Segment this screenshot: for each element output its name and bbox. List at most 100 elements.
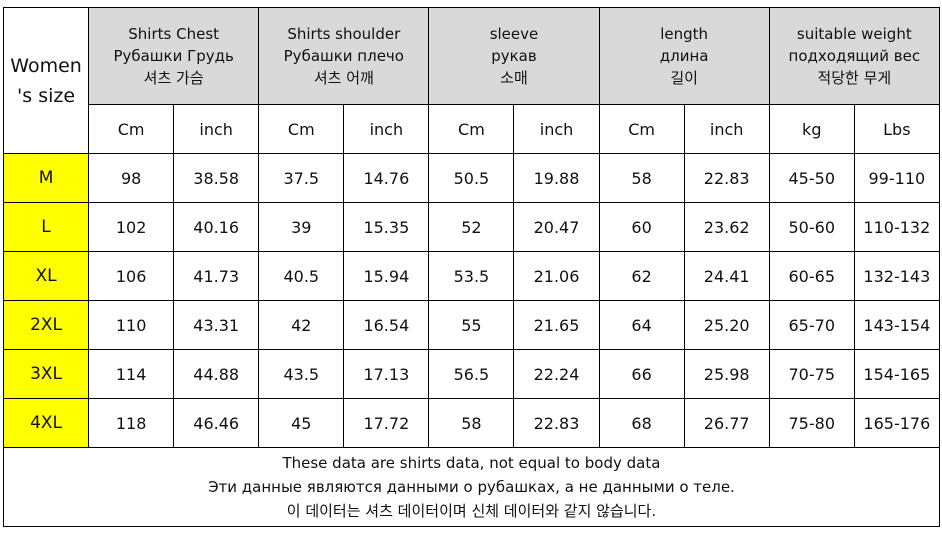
data-cell: 37.5 [258, 153, 345, 203]
data-cell: 44.88 [173, 349, 260, 399]
size-cell: 4XL [2, 398, 90, 448]
note-cell: These data are shirts data, not equal to… [3, 447, 940, 527]
group-header: suitable weight подходящий вес 적당한 무게 [768, 7, 940, 105]
group-header: sleeve рукав 소매 [428, 7, 600, 105]
data-cell: 21.65 [513, 300, 600, 350]
data-cell: 99-110 [853, 153, 940, 203]
header-line: рукав [491, 47, 537, 65]
data-cell: 65-70 [768, 300, 855, 350]
unit-cell: inch [683, 104, 770, 154]
data-cell: 22.83 [683, 153, 770, 203]
header-line: Рубашки плечо [283, 47, 404, 65]
data-row: M 98 38.58 37.5 14.76 50.5 19.88 58 22.83 45-50 99… [2, 153, 940, 203]
data-row: L 102 40.16 39 15.35 52 20.47 60 23.62 50-60 110-1… [2, 202, 940, 252]
note-row: These data are shirts data, not equal to… [3, 447, 940, 527]
header-line: 셔츠 어깨 [313, 69, 374, 87]
header-line: 적당한 무게 [817, 69, 892, 87]
data-cell: 22.83 [513, 398, 600, 448]
data-cell: 154-165 [853, 349, 940, 399]
data-cell: 15.94 [343, 251, 430, 301]
data-cell: 70-75 [768, 349, 855, 399]
corner-line: 's size [17, 84, 76, 107]
data-cell: 41.73 [173, 251, 260, 301]
data-cell: 52 [428, 202, 515, 252]
header-line: suitable weight [796, 25, 912, 43]
data-cell: 40.16 [173, 202, 260, 252]
group-header: length длина 길이 [598, 7, 770, 105]
data-cell: 98 [88, 153, 175, 203]
header-line: длина [659, 47, 709, 65]
data-cell: 66 [598, 349, 685, 399]
data-row: XL 106 41.73 40.5 15.94 53.5 21.06 62 24.41 60-65… [2, 251, 940, 301]
data-cell: 114 [88, 349, 175, 399]
data-row: 3XL 114 44.88 43.5 17.13 56.5 22.24 66 25.98 70-7… [2, 349, 940, 399]
unit-cell: kg [768, 104, 855, 154]
header-line: Рубашки Грудь [113, 47, 234, 65]
size-cell: XL [2, 251, 90, 301]
unit-cell: inch [513, 104, 600, 154]
data-cell: 53.5 [428, 251, 515, 301]
data-cell: 118 [88, 398, 175, 448]
data-cell: 58 [428, 398, 515, 448]
data-cell: 17.72 [343, 398, 430, 448]
data-cell: 17.13 [343, 349, 430, 399]
size-cell: L [2, 202, 90, 252]
header-line: подходящий вес [788, 47, 921, 65]
data-cell: 75-80 [768, 398, 855, 448]
group-header: Shirts shoulder Рубашки плечо 셔츠 어깨 [258, 7, 430, 105]
data-cell: 38.58 [173, 153, 260, 203]
data-cell: 106 [88, 251, 175, 301]
unit-cell: inch [173, 104, 260, 154]
data-cell: 22.24 [513, 349, 600, 399]
data-cell: 25.20 [683, 300, 770, 350]
data-cell: 55 [428, 300, 515, 350]
data-cell: 60-65 [768, 251, 855, 301]
data-cell: 40.5 [258, 251, 345, 301]
data-cell: 43.5 [258, 349, 345, 399]
unit-cell: Cm [88, 104, 175, 154]
note-line: 이 데이터는 셔츠 데이터이며 신체 데이터와 같지 않습니다. [286, 502, 657, 520]
header-line: Shirts Chest [128, 25, 220, 43]
data-cell: 68 [598, 398, 685, 448]
data-cell: 165-176 [853, 398, 940, 448]
size-cell: 2XL [2, 300, 90, 350]
data-cell: 14.76 [343, 153, 430, 203]
unit-cell: Cm [598, 104, 685, 154]
unit-row: Cm inch Cm inch Cm inch Cm inch kg Lbs [4, 104, 940, 154]
data-cell: 58 [598, 153, 685, 203]
note-line: Эти данные являются данными о рубашках, … [208, 478, 735, 496]
corner-line: Women [10, 54, 82, 77]
unit-cell: Cm [428, 104, 515, 154]
size-cell: M [2, 153, 90, 203]
header-line: 셔츠 가슴 [143, 69, 204, 87]
size-table: Women 's size Shirts Chest Рубашки Грудь 셔츠 … [2, 7, 940, 527]
unit-cell: Lbs [853, 104, 940, 154]
data-cell: 110 [88, 300, 175, 350]
data-cell: 26.77 [683, 398, 770, 448]
data-row: 4XL 118 46.46 45 17.72 58 22.83 68 26.77 75-80 165… [2, 398, 940, 448]
data-cell: 50.5 [428, 153, 515, 203]
header-line: length [660, 25, 709, 43]
header-line: Shirts shoulder [287, 25, 401, 43]
size-cell: 3XL [2, 349, 90, 399]
data-cell: 21.06 [513, 251, 600, 301]
data-cell: 46.46 [173, 398, 260, 448]
data-cell: 42 [258, 300, 345, 350]
data-cell: 43.31 [173, 300, 260, 350]
data-row: 2XL 110 43.31 42 16.54 55 21.65 64 25.20 65-70 143… [2, 300, 940, 350]
header-line: sleeve [489, 25, 539, 43]
data-cell: 23.62 [683, 202, 770, 252]
header-line: 길이 [670, 69, 698, 87]
data-cell: 64 [598, 300, 685, 350]
data-cell: 19.88 [513, 153, 600, 203]
unit-cell: inch [343, 104, 430, 154]
unit-cell: Cm [258, 104, 345, 154]
note-line: These data are shirts data, not equal to… [282, 454, 661, 472]
data-cell: 143-154 [853, 300, 940, 350]
data-cell: 20.47 [513, 202, 600, 252]
data-cell: 102 [88, 202, 175, 252]
corner-cell: Women 's size [2, 7, 90, 154]
data-cell: 132-143 [853, 251, 940, 301]
data-cell: 45 [258, 398, 345, 448]
